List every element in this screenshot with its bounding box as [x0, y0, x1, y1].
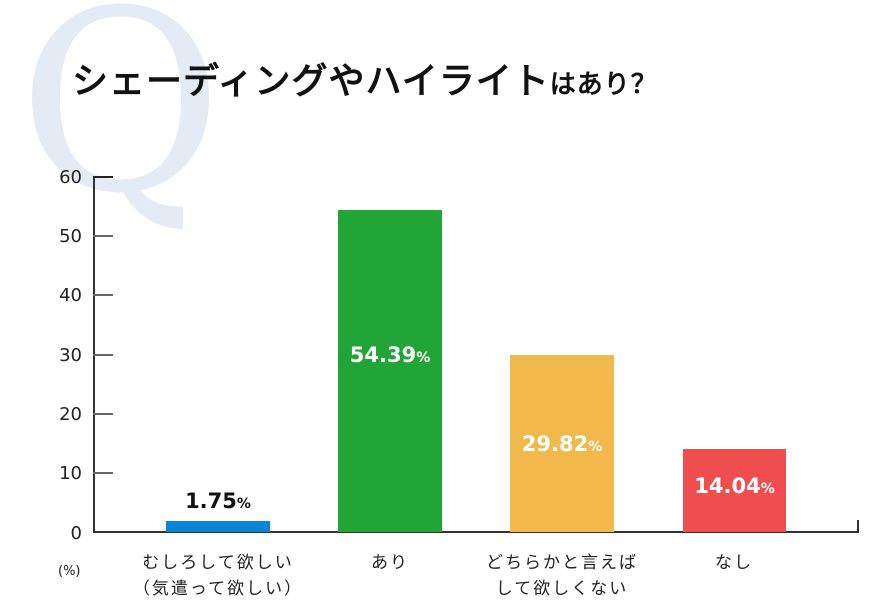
x-axis-end-tick [857, 520, 859, 532]
value-label: 14.04% [694, 474, 775, 498]
y-tick-label: 10 [59, 463, 82, 484]
chart-title: シェーディングやハイライトはあり？ [72, 52, 658, 104]
y-tick-label: 40 [59, 285, 82, 306]
bar-nashi [683, 449, 786, 532]
y-tick-60 [93, 176, 113, 178]
y-tick-10 [93, 472, 113, 474]
value-label: 1.75% [185, 489, 251, 513]
bar-dochiraka [510, 355, 614, 532]
x-axis [93, 531, 859, 533]
bar-ari [338, 210, 442, 532]
y-tick-30 [93, 354, 113, 356]
category-label: どちらかと言えば して欲しくない [486, 553, 638, 599]
category-label: むしろして欲しい （気遣って欲しい） [132, 553, 304, 599]
y-tick-label: 60 [59, 167, 82, 188]
category-label: なし [715, 553, 753, 573]
y-tick-label: 50 [59, 226, 82, 247]
y-tick-40 [93, 294, 113, 296]
q-watermark-icon: Q [18, 0, 223, 248]
y-axis-unit: (%) [58, 564, 81, 579]
value-label: 29.82% [521, 432, 603, 456]
y-tick-20 [93, 413, 113, 415]
y-tick-50 [93, 235, 113, 237]
y-tick-label: 0 [70, 523, 82, 544]
title-main: シェーディングやハイライト [72, 61, 550, 102]
y-tick-label: 20 [59, 404, 82, 425]
bar-mushiro [166, 521, 270, 532]
title-suffix: はあり？ [549, 70, 658, 100]
y-tick-label: 30 [59, 345, 82, 366]
category-label: あり [371, 553, 409, 573]
value-label: 54.39% [349, 343, 431, 367]
